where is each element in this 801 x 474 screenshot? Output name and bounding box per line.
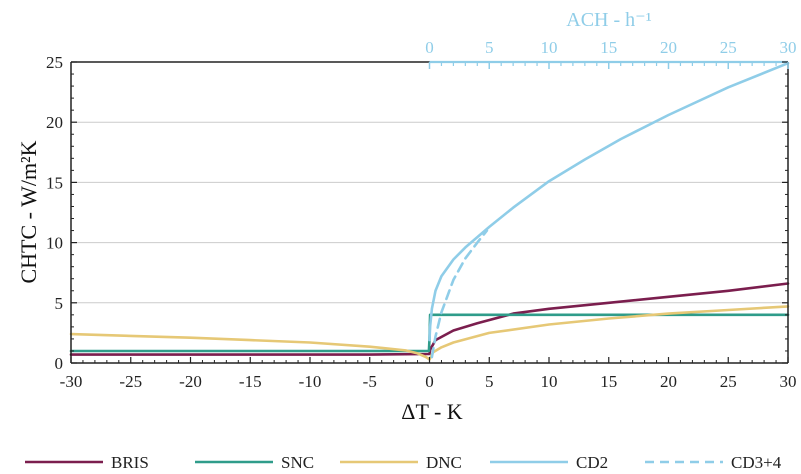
legend-label: SNC bbox=[281, 453, 314, 472]
legend: BRIS SNC DNC CD2 CD3+4 bbox=[25, 453, 782, 472]
series-line-bris bbox=[69, 282, 790, 356]
x-tick-label: 20 bbox=[660, 372, 677, 391]
y-tick-label: 5 bbox=[55, 294, 64, 313]
top-x-tick-label: 10 bbox=[541, 38, 558, 57]
y-tick-label: 15 bbox=[46, 173, 63, 192]
top-x-tick-label: 0 bbox=[425, 38, 434, 57]
x-tick-label: 25 bbox=[720, 372, 737, 391]
legend-label: CD3+4 bbox=[731, 453, 782, 472]
x-tick-label: 5 bbox=[485, 372, 494, 391]
legend-label: BRIS bbox=[111, 453, 149, 472]
gridlines bbox=[71, 121, 788, 304]
tick-labels: -30 -25 -20 -15 -10 -5 0 5 10 15 20 25 30 0 5 10 15 20 25 0… bbox=[46, 38, 797, 391]
legend-label: CD2 bbox=[576, 453, 608, 472]
top-x-tick-label: 15 bbox=[600, 38, 617, 57]
x-tick-label: -15 bbox=[239, 372, 262, 391]
top-x-tick-label: 30 bbox=[780, 38, 797, 57]
legend-label: DNC bbox=[426, 453, 462, 472]
top-x-tick-label: 5 bbox=[485, 38, 494, 57]
y-axis-label: CHTC - W/m²K bbox=[16, 140, 41, 283]
top-x-tick-label: 25 bbox=[720, 38, 737, 57]
x-tick-label: -30 bbox=[60, 372, 83, 391]
x-tick-label: -25 bbox=[119, 372, 142, 391]
axes bbox=[70, 60, 789, 364]
top-x-tick-label: 20 bbox=[660, 38, 677, 57]
series-line-cd3-4 bbox=[430, 229, 489, 359]
series-lines bbox=[69, 61, 790, 361]
y-tick-label: 10 bbox=[46, 234, 63, 253]
x-tick-label: 10 bbox=[541, 372, 558, 391]
top-x-axis-label: ACH - h⁻¹ bbox=[566, 9, 651, 31]
x-tick-label: -20 bbox=[179, 372, 202, 391]
x-tick-label: -10 bbox=[299, 372, 322, 391]
x-tick-label: 30 bbox=[780, 372, 797, 391]
y-tick-label: 20 bbox=[46, 113, 63, 132]
series-line-cd2 bbox=[428, 61, 790, 342]
x-tick-label: -5 bbox=[363, 372, 377, 391]
y-tick-label: 0 bbox=[55, 354, 64, 373]
y-tick-label: 25 bbox=[46, 53, 63, 72]
x-tick-label: 15 bbox=[600, 372, 617, 391]
x-axis-label: ΔT - K bbox=[401, 399, 463, 424]
x-tick-label: 0 bbox=[425, 372, 434, 391]
